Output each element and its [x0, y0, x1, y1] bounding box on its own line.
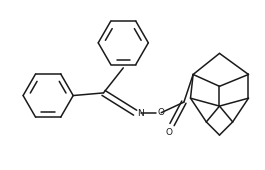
- Text: O: O: [158, 108, 165, 117]
- Text: O: O: [165, 129, 172, 138]
- Text: N: N: [137, 109, 144, 118]
